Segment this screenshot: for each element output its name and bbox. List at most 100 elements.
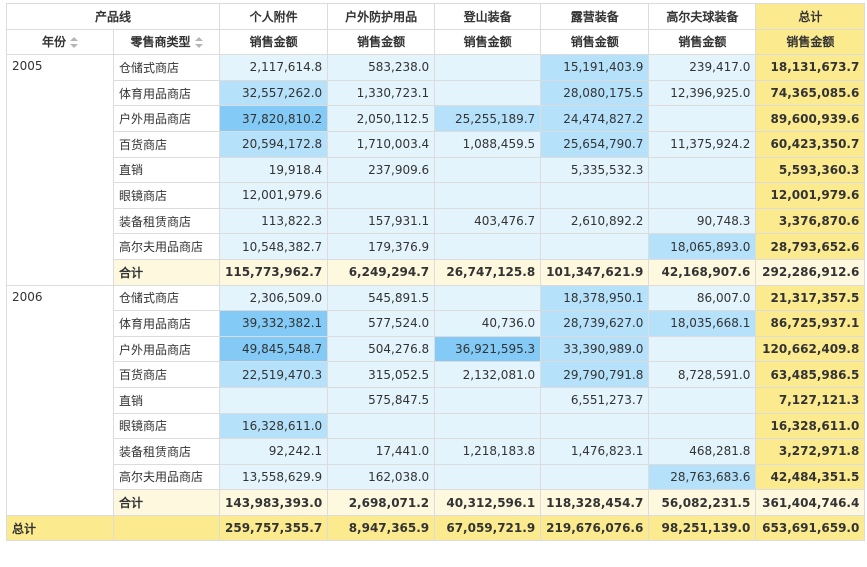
value-cell: 24,474,827.2 [540, 105, 650, 132]
value-cell: 239,417.0 [648, 54, 757, 81]
product-line-header: 产品线 [6, 3, 220, 30]
value-cell: 28,739,627.0 [540, 310, 650, 337]
row-total-cell: 42,484,351.5 [755, 463, 866, 491]
year-cell: 2006 [6, 284, 114, 516]
grand-total-row: 总计 259,757,355.7 8,947,365.9 67,059,721.9 21… [6, 514, 866, 542]
value-cell: 577,524.0 [327, 310, 436, 337]
subtotal-cell: 2,698,071.2 [327, 489, 436, 516]
table-row: 眼镜商店 16,328,611.0 16,328,611.0 [7, 412, 866, 440]
value-cell: 28,080,175.5 [540, 79, 650, 107]
value-cell [434, 233, 542, 260]
measure-header: 销售金额 [434, 28, 542, 56]
value-cell: 15,191,403.9 [540, 54, 650, 81]
grand-total-cell: 8,947,365.9 [327, 514, 436, 542]
table-row: 体育用品商店 32,557,262.0 1,330,723.1 28,080,175.… [7, 79, 866, 107]
row-total-cell: 74,365,085.6 [755, 79, 866, 107]
retailer-type-cell: 仓储式商店 [113, 284, 220, 312]
value-cell: 22,519,470.3 [218, 361, 329, 388]
retailer-type-cell: 百货商店 [113, 361, 220, 388]
value-cell: 504,276.8 [327, 335, 436, 363]
table-row: 2005 仓储式商店 2,117,614.8 583,238.0 15,191,403.… [6, 54, 866, 286]
retailer-type-cell: 体育用品商店 [113, 79, 220, 107]
value-cell: 37,820,810.2 [218, 105, 329, 132]
table-row: 户外用品商店 49,845,548.7 504,276.8 36,921,595.3 3… [7, 335, 866, 363]
column-header-personal-accessories[interactable]: 个人附件 [218, 3, 329, 30]
sort-icon[interactable] [194, 37, 203, 49]
value-cell [434, 386, 542, 414]
value-cell [540, 412, 650, 440]
value-cell: 86,007.0 [648, 284, 757, 312]
value-cell: 2,610,892.2 [540, 207, 650, 235]
row-total-cell: 63,485,986.5 [755, 361, 866, 388]
retailer-type-cell: 装备租赁商店 [113, 438, 220, 465]
value-cell: 11,375,924.2 [648, 130, 757, 158]
table-row: 直销 575,847.5 6,551,273.7 7,127,121.3 [7, 386, 866, 414]
sort-icon[interactable] [70, 37, 78, 49]
table-row: 体育用品商店 39,332,382.1 577,524.0 40,736.0 28,73… [7, 310, 866, 337]
value-cell: 6,551,273.7 [540, 386, 650, 414]
subtotal-cell: 42,168,907.6 [648, 258, 757, 286]
value-cell: 1,476,823.1 [540, 438, 650, 465]
column-header-golf[interactable]: 高尔夫球装备 [648, 3, 757, 30]
value-cell: 40,736.0 [434, 310, 542, 337]
value-cell: 33,390,989.0 [540, 335, 650, 363]
subtotal-label: 合计 [113, 489, 220, 516]
retailer-type-cell: 直销 [113, 156, 220, 184]
value-cell: 403,476.7 [434, 207, 542, 235]
value-cell [434, 156, 542, 184]
value-cell: 8,728,591.0 [648, 361, 757, 388]
row-total-cell: 12,001,979.6 [755, 182, 866, 209]
retailer-type-header-label: 零售商类型 [130, 35, 191, 50]
value-cell: 179,376.9 [327, 233, 436, 260]
row-total-cell: 120,662,409.8 [755, 335, 866, 363]
subtotal-label: 合计 [113, 258, 220, 286]
value-cell: 12,396,925.0 [648, 79, 757, 107]
retailer-type-header[interactable]: 零售商类型 [113, 28, 220, 56]
table-row: 眼镜商店 12,001,979.6 12,001,979.6 [7, 182, 866, 209]
value-cell [434, 284, 542, 312]
year-header[interactable]: 年份 [6, 28, 114, 56]
value-cell: 32,557,262.0 [218, 79, 329, 107]
value-cell: 575,847.5 [327, 386, 436, 414]
retailer-type-cell: 直销 [113, 386, 220, 414]
value-cell: 2,117,614.8 [218, 54, 329, 81]
value-cell: 315,052.5 [327, 361, 436, 388]
retailer-type-cell: 户外用品商店 [113, 105, 220, 132]
subtotal-cell: 6,249,294.7 [327, 258, 436, 286]
table-row: 百货商店 20,594,172.8 1,710,003.4 1,088,459.5 25… [7, 130, 866, 158]
subtotal-cell: 115,773,962.7 [218, 258, 329, 286]
row-total-cell: 21,317,357.5 [755, 284, 866, 312]
table-row: 2006 仓储式商店 2,306,509.0 545,891.5 18,378,950.… [6, 284, 866, 516]
column-header-outdoor-protection[interactable]: 户外防护用品 [327, 3, 436, 30]
value-cell: 19,918.4 [218, 156, 329, 184]
value-cell: 28,763,683.6 [648, 463, 757, 491]
value-cell: 1,088,459.5 [434, 130, 542, 158]
value-cell [648, 412, 757, 440]
subtotal-cell: 101,347,621.9 [540, 258, 650, 286]
column-header-camping[interactable]: 露营装备 [540, 3, 650, 30]
subtotal-cell: 118,328,454.7 [540, 489, 650, 516]
year-cell: 2005 [6, 54, 114, 286]
value-cell: 39,332,382.1 [218, 310, 329, 337]
grand-total-cell: 259,757,355.7 [218, 514, 329, 542]
column-header-mountaineering[interactable]: 登山装备 [434, 3, 542, 30]
subtotal-row: 合计 143,983,393.0 2,698,071.2 40,312,596.1 11… [7, 489, 866, 516]
retailer-type-cell: 百货商店 [113, 130, 220, 158]
retailer-type-cell: 眼镜商店 [113, 412, 220, 440]
value-cell [648, 335, 757, 363]
value-cell: 13,558,629.9 [218, 463, 329, 491]
subtotal-cell: 56,082,231.5 [648, 489, 757, 516]
value-cell [434, 463, 542, 491]
grand-total-cell: 98,251,139.0 [648, 514, 757, 542]
row-total-cell: 7,127,121.3 [755, 386, 866, 414]
value-cell: 18,065,893.0 [648, 233, 757, 260]
measure-header: 销售金额 [218, 28, 329, 56]
value-cell: 18,035,668.1 [648, 310, 757, 337]
value-cell: 1,218,183.8 [434, 438, 542, 465]
value-cell: 113,822.3 [218, 207, 329, 235]
retailer-type-cell: 高尔夫用品商店 [113, 463, 220, 491]
value-cell [434, 54, 542, 81]
value-cell: 16,328,611.0 [218, 412, 329, 440]
value-cell: 10,548,382.7 [218, 233, 329, 260]
value-cell: 25,654,790.7 [540, 130, 650, 158]
